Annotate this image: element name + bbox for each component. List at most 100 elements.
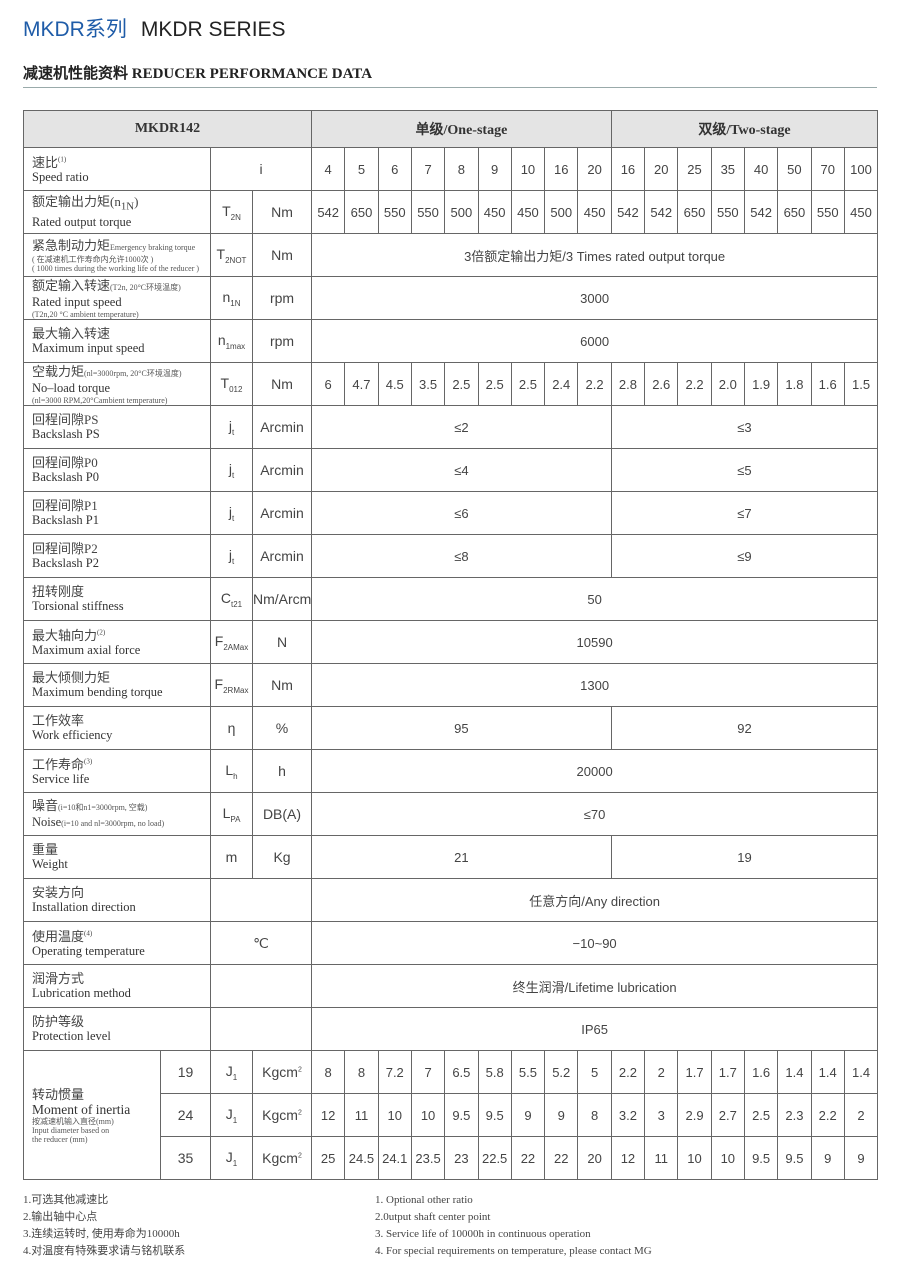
table-row: 最大输入转速 Maximum input speed n1max rpm 6000	[23, 319, 879, 363]
table-row: 润滑方式 Lubrication method 终生润滑/Lifetime lubr…	[23, 964, 879, 1008]
label-cn-text: 额定输出力矩(n	[32, 194, 121, 210]
value-cell: 3倍额定输出力矩/3 Times rated output torque	[311, 233, 879, 277]
footnote: 3.连续运转时, 使用寿命为10000h	[23, 1228, 180, 1240]
unit-cell: Nm/Arcmin	[251, 577, 313, 621]
symbol-cell: T012	[210, 362, 253, 406]
label-cn: 最大输入转速	[32, 326, 110, 341]
symbol-subscript: 2RMax	[223, 685, 249, 695]
two-stage-value: 92	[610, 706, 879, 750]
value-cell: 1.5	[843, 362, 879, 406]
section-subtitle: 减速机性能资料 REDUCER PERFORMANCE DATA	[23, 66, 373, 82]
value-cell: 6	[311, 362, 346, 406]
row-label: 安装方向 Installation direction	[23, 878, 211, 922]
symbol-subscript: t21	[231, 599, 243, 609]
value-cell: 50	[777, 147, 812, 191]
label-cn-text: 最大轴向力	[32, 628, 98, 644]
unit-cell: Kgcm2	[251, 1093, 313, 1137]
footnote: 4. For special requirements on temperatu…	[375, 1245, 652, 1257]
value-cell: 650	[777, 190, 812, 234]
value-cell: 542	[743, 190, 779, 234]
label-cn: 回程间隙PS	[32, 412, 98, 427]
unit-cell: Kgcm2	[251, 1050, 313, 1094]
table-row: 回程间隙P0 Backslash P0 jt Arcmin ≤4 ≤5	[23, 448, 879, 492]
value-cell: 16	[610, 147, 646, 191]
value-cell: 9	[843, 1136, 879, 1180]
value-cell: 5.2	[544, 1050, 579, 1094]
label-en-text: Rated output torque	[32, 214, 132, 229]
label-en: Backslash P0	[32, 470, 210, 485]
single-stage-value: 95	[311, 706, 612, 750]
label-cn: 使用温度(4)	[32, 929, 92, 944]
label-en: Work efficiency	[32, 728, 210, 743]
label-cn: 回程间隙P0	[32, 455, 98, 470]
two-stage-header: 双级/Two-stage	[610, 110, 879, 148]
value-cell: 70	[810, 147, 845, 191]
unit: Kgcm	[262, 1064, 298, 1080]
table-row: 回程间隙P1 Backslash P1 jt Arcmin ≤6 ≤7	[23, 491, 879, 535]
symbol-subscript: 1	[232, 1072, 238, 1082]
label-cn-text: 安装方向	[32, 885, 85, 900]
label-cn-text: 防护等级	[32, 1014, 85, 1029]
value-cell: 3.2	[610, 1093, 646, 1137]
single-stage-header: 单级/One-stage	[311, 110, 612, 148]
value-cell: 22	[510, 1136, 546, 1180]
value-cell: 1.7	[677, 1050, 712, 1094]
label-cn-text: 回程间隙P2	[32, 541, 98, 556]
symbol-subscript: 1N	[230, 298, 241, 308]
label-en-note: (i=10 and nl=3000rpm, no load)	[61, 819, 165, 828]
label-en-text: Rated input speed	[32, 294, 122, 309]
table-row: 重量 Weight m Kg 21 19	[23, 835, 879, 879]
value-cell: 12	[311, 1093, 346, 1137]
symbol: η	[227, 720, 236, 736]
footnote: 2.输出轴中心点	[23, 1211, 98, 1223]
symbol: m	[225, 849, 238, 865]
table-row: 空载力矩(nl=3000rpm, 20°C环境温度) No–load torque…	[23, 362, 879, 406]
unit-cell: Kg	[251, 835, 313, 879]
value-cell: 6	[377, 147, 412, 191]
value-cell: 2.2	[610, 1050, 646, 1094]
inertia-row: 转动惯量 Moment of inertia 按减速机输入直径(mm) Input d…	[23, 1050, 879, 1180]
label-cn: 最大轴向力(2)	[32, 628, 105, 643]
inertia-row: 35 J1 Kgcm2 25 24.5 24.1 23.5 23 22.5 22 22 20 12 11 1…	[24, 1136, 879, 1180]
symbol: T	[220, 374, 230, 391]
label-cn-note: (i=10和n1=3000rpm, 空载)	[58, 803, 148, 812]
value-cell: 1.6	[810, 362, 845, 406]
symbol-cell: η	[210, 706, 253, 750]
label-en-text: Work efficiency	[32, 728, 113, 742]
row-label: 噪音(i=10和n1=3000rpm, 空载) Noise(i=10 and nl…	[23, 792, 211, 836]
value-cell: 550	[710, 190, 745, 234]
value-cell: 650	[677, 190, 712, 234]
label-en: Installation direction	[32, 900, 210, 915]
value-cell: 9	[510, 1093, 546, 1137]
unit: Kgcm	[262, 1107, 298, 1123]
unit-superscript: 2	[297, 1066, 302, 1074]
symbol-cell: n1N	[210, 276, 253, 320]
value-cell: 7.2	[377, 1050, 412, 1094]
value-cell: 24.5	[344, 1136, 379, 1180]
label-en-text: Service life	[32, 772, 90, 787]
value-cell: 542	[311, 190, 346, 234]
label-en-text: Installation direction	[32, 900, 136, 914]
value-cell: 20000	[311, 749, 879, 793]
label-en: Speed ratio	[32, 170, 210, 185]
unit-cell: Kgcm2	[251, 1136, 313, 1180]
footnote: 2.0utput shaft center point	[375, 1211, 491, 1223]
label-en-text: Backslash P2	[32, 556, 100, 570]
notes-cn: 1.可选其他减速比 2.输出轴中心点 3.连续运转时, 使用寿命为10000h 4.对…	[23, 1192, 185, 1260]
value-cell: 550	[377, 190, 412, 234]
symbol-subscript: 012	[229, 384, 243, 394]
label-cn: 扭转刚度	[32, 584, 84, 599]
value-cell: 1.6	[743, 1050, 779, 1094]
label-en: Maximum axial force	[32, 643, 210, 658]
row-label: 速比(1) Speed ratio	[23, 147, 211, 191]
footnote-ref: (4)	[84, 929, 93, 938]
symbol: T	[222, 202, 231, 219]
symbol-subscript: 1	[232, 1115, 238, 1125]
footnote: 3. Service life of 10000h in continuous …	[375, 1228, 591, 1240]
value-cell: 550	[410, 190, 446, 234]
value-cell: 10590	[311, 620, 879, 664]
value-cell: 5	[577, 1050, 612, 1094]
label-cn-text: 空载力矩	[32, 363, 85, 379]
label-cn-text: 重量	[32, 842, 59, 857]
